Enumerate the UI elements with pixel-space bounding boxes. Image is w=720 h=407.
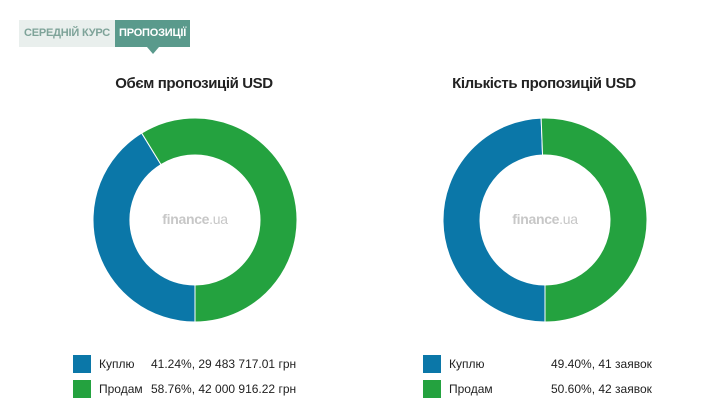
donut-slice-buy [92,132,196,323]
tab-offers-label: ПРОПОЗИЦІЇ [119,27,187,39]
tab-bar: СЕРЕДНІЙ КУРС ПРОПОЗИЦІЇ [19,20,191,54]
tab-offers[interactable]: ПРОПОЗИЦІЇ [115,20,191,54]
tab-average-rate[interactable]: СЕРЕДНІЙ КУРС [19,20,115,47]
legend-label-sell: Продам [99,382,143,396]
legend-item-sell: Продам 58.76%, 42 000 916.22 грн [73,380,373,398]
legend-value-sell: 58.76%, 42 000 916.22 грн [151,382,297,396]
legend-swatch-buy [423,355,441,373]
legend-value-buy: 49.40%, 41 заявок [551,357,652,371]
legend-swatch-buy [73,355,91,373]
chart-title-volume: Обєм пропозицій USD [115,75,273,92]
legend-value-sell: 50.60%, 42 заявок [551,382,652,396]
legend-swatch-sell [73,380,91,398]
legend-value-buy: 41.24%, 29 483 717.01 грн [151,357,297,371]
legend-swatch-sell [423,380,441,398]
donut-chart-count [442,117,648,323]
legend-item-buy: Куплю 41.24%, 29 483 717.01 грн [73,355,373,373]
donut-slice-buy [442,117,546,323]
legend-label-buy: Куплю [449,357,485,371]
tab-active-indicator [146,47,159,54]
legend-item-buy: Куплю 49.40%, 41 заявок [423,355,683,373]
donut-slice-sell [540,117,648,323]
donut-slice-sell [140,117,298,323]
watermark-logo: finance.ua [512,211,578,227]
legend-label-sell: Продам [449,382,493,396]
chart-title-count: Кількість пропозицій USD [452,75,636,92]
legend-label-buy: Куплю [99,357,135,371]
legend-item-sell: Продам 50.60%, 42 заявок [423,380,683,398]
watermark-logo: finance.ua [162,211,228,227]
donut-chart-volume [92,117,298,323]
